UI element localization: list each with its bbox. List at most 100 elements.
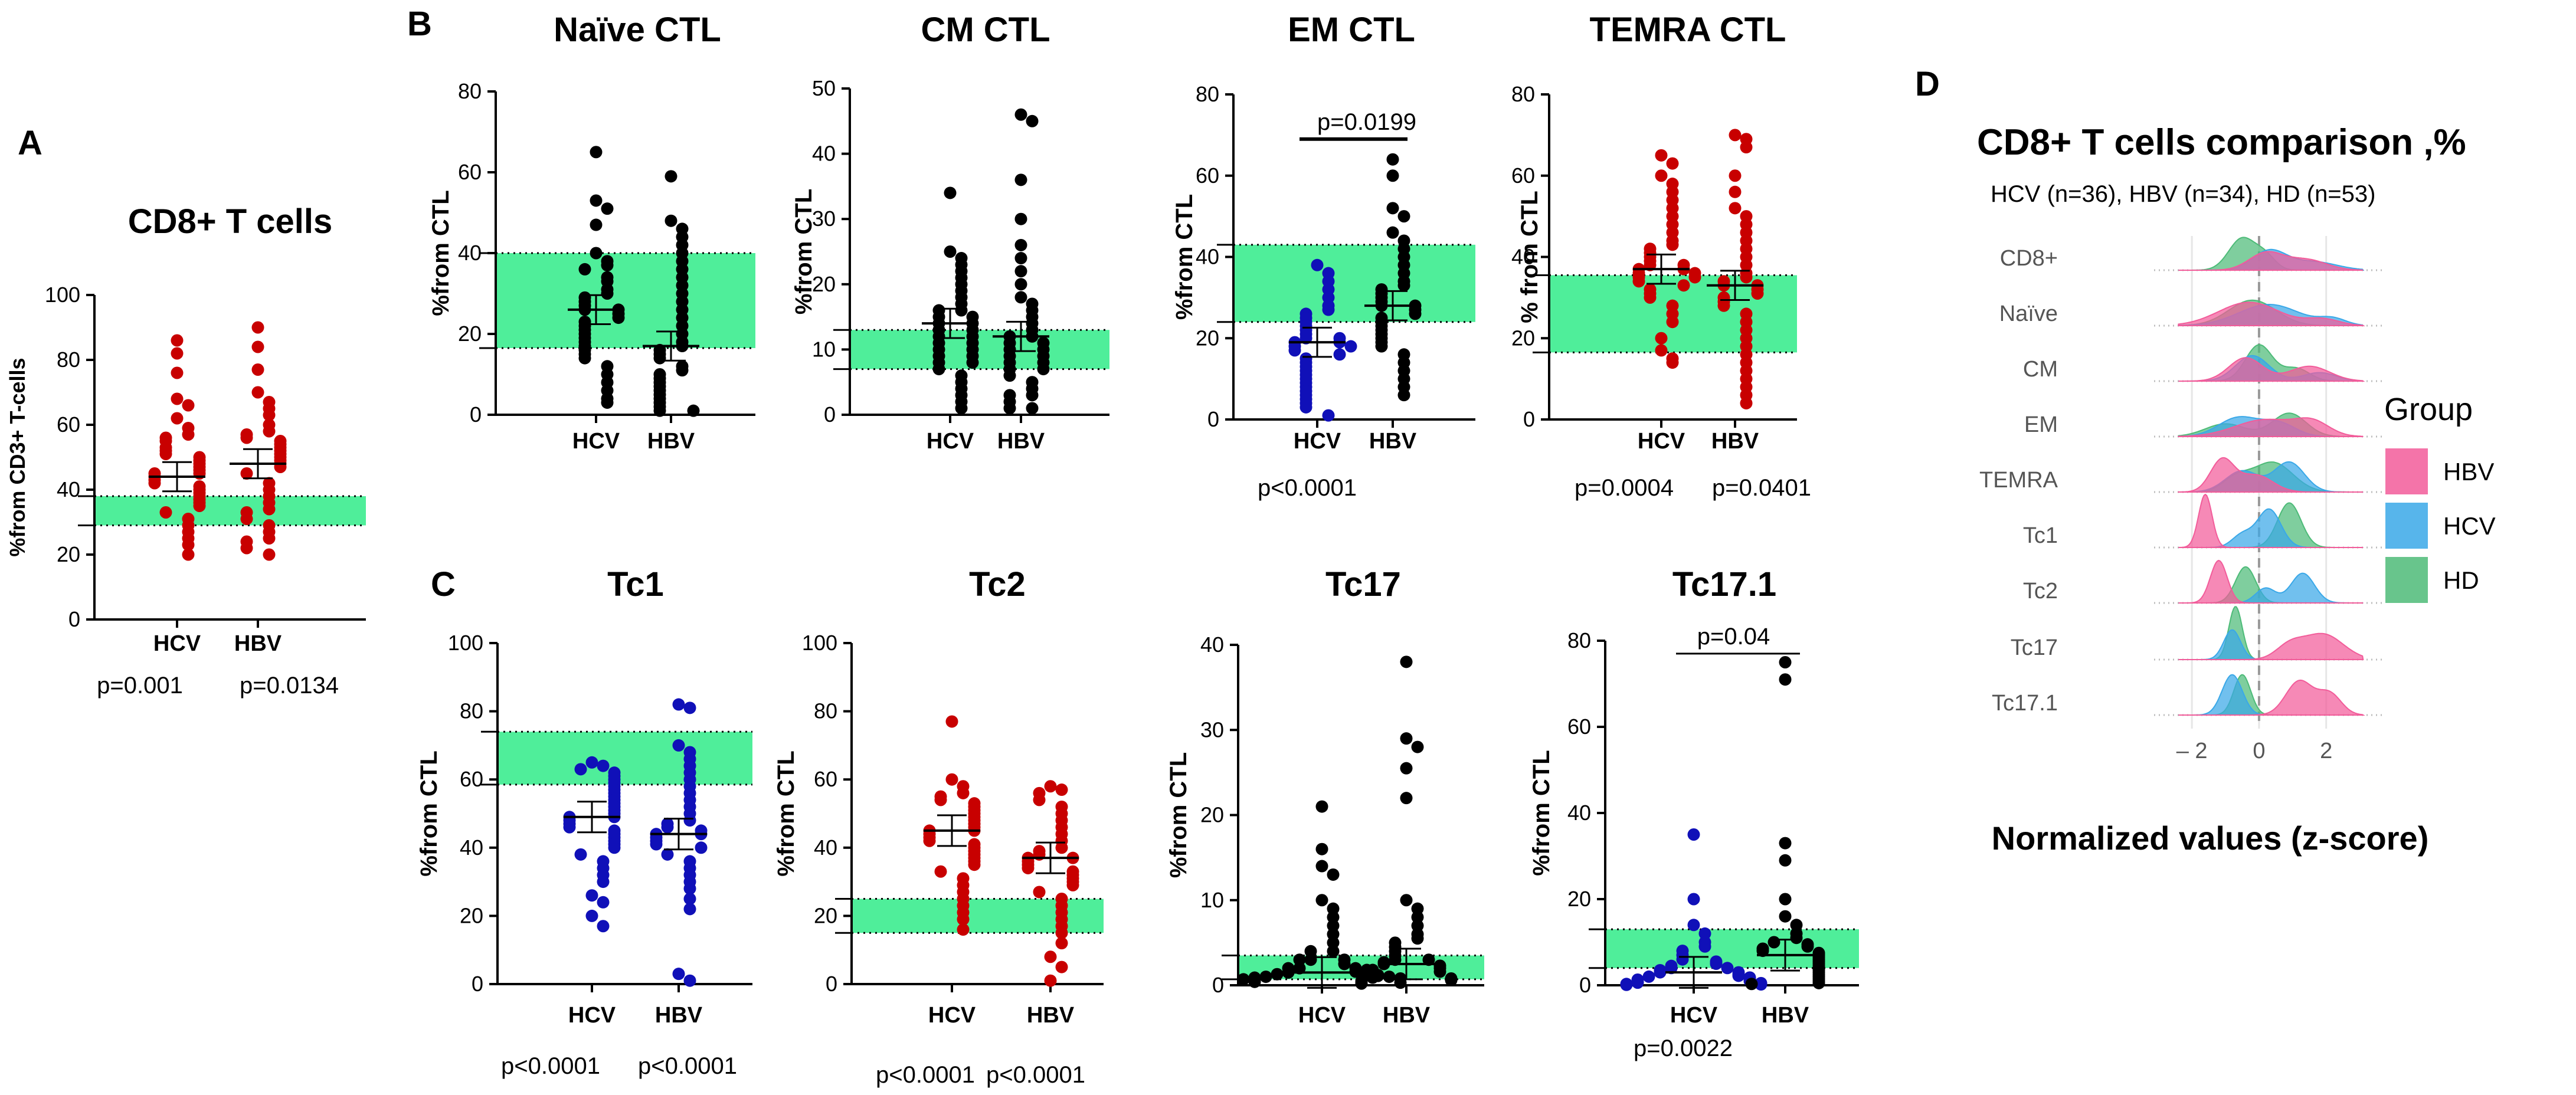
x-category-label: HCV xyxy=(928,1003,976,1028)
data-point-hcv xyxy=(578,352,591,365)
x-category-label: HBV xyxy=(1762,1003,1809,1028)
y-tick-label: 40 xyxy=(814,835,837,860)
chart-title: CD8+ T cells xyxy=(128,202,333,241)
data-point-hbv xyxy=(263,548,276,561)
chart-title: EM CTL xyxy=(1288,11,1415,49)
data-point-hbv xyxy=(683,814,696,827)
data-point-hbv xyxy=(1740,141,1753,154)
data-point-hbv xyxy=(1014,252,1027,265)
chart-c1: 0 20 40 60 80 100 Tc1 %from CTL HCV HBV p<0.0001 p<… xyxy=(416,565,752,1079)
data-point-hbv xyxy=(1397,279,1410,292)
data-point-hcv xyxy=(1304,945,1317,958)
data-point-hbv xyxy=(1014,173,1027,186)
data-point-hbv xyxy=(683,893,696,905)
data-point-hcv xyxy=(1620,978,1633,991)
data-point-hcv xyxy=(601,287,614,300)
y-tick-label: 100 xyxy=(45,283,80,307)
x-axis-label: Normalized values (z-score) xyxy=(1992,819,2429,857)
y-tick-label: 10 xyxy=(1200,888,1224,912)
data-point-hcv xyxy=(1665,962,1678,975)
data-point-hbv xyxy=(687,404,700,417)
data-point-hcv xyxy=(601,396,614,409)
data-point-hbv xyxy=(1411,902,1424,915)
data-point-hcv xyxy=(1688,271,1701,284)
y-tick-label: 30 xyxy=(812,206,836,231)
chart-b4: 0 20 40 60 80 TEMRA CTL % from CTL HCV HBV p=0.00… xyxy=(1511,11,1811,501)
y-tick-label: 80 xyxy=(460,699,483,723)
bracket-pvalue: p=0.04 xyxy=(1697,624,1770,650)
chart-a: 0 20 40 60 80 100 CD8+ T cells %from CD3+ T-cel… xyxy=(5,202,366,699)
data-point-hbv xyxy=(1740,271,1753,284)
x-tick-label: 0 xyxy=(2253,739,2265,763)
y-tick-label: 0 xyxy=(826,972,837,996)
y-tick-label: 40 xyxy=(1200,632,1224,657)
density-hbv xyxy=(2178,679,2365,716)
legend-swatch-hbv xyxy=(2385,448,2428,494)
row-label: Tc2 xyxy=(2023,579,2058,604)
data-point-hbv xyxy=(1366,971,1379,984)
y-tick-label: 20 xyxy=(1567,887,1591,911)
p-value: p<0.0001 xyxy=(638,1053,737,1079)
data-point-hcv xyxy=(597,920,610,933)
chart-subtitle: HCV (n=36), HBV (n=34), HD (n=53) xyxy=(1991,181,2375,207)
data-point-hbv xyxy=(1003,369,1016,382)
x-category-label: HCV xyxy=(1298,1003,1346,1028)
data-point-hbv xyxy=(263,503,276,516)
data-point-hbv xyxy=(1055,960,1068,973)
y-tick-label: 100 xyxy=(802,631,837,655)
data-point-hbv xyxy=(1400,792,1413,805)
legend-label: HD xyxy=(2443,566,2479,594)
chart-b3: 0 20 40 60 80 EM CTL %from CTL HCV HBV p=0.0199 p<… xyxy=(1171,11,1475,501)
data-point-hbv xyxy=(1801,940,1814,953)
chart-title: Tc2 xyxy=(969,565,1026,604)
reference-band xyxy=(850,330,1109,369)
data-point-hcv xyxy=(1344,340,1357,353)
density-hbv xyxy=(2178,632,2364,660)
data-point-hcv xyxy=(1655,332,1668,345)
x-tick-label: 2 xyxy=(2320,739,2332,763)
y-tick-label: 20 xyxy=(814,903,837,927)
y-axis-label: %from CD3+ T-cells xyxy=(5,358,30,556)
data-point-hcv xyxy=(1315,860,1328,873)
data-point-hcv xyxy=(945,773,958,786)
data-point-hbv xyxy=(1044,780,1057,793)
density-hbv xyxy=(2178,493,2364,548)
y-tick-label: 40 xyxy=(812,142,836,166)
data-point-hcv xyxy=(574,848,587,861)
data-point-hcv xyxy=(934,865,947,878)
data-point-hcv xyxy=(171,347,184,360)
data-point-hbv xyxy=(672,968,685,981)
y-tick-label: 20 xyxy=(458,322,482,346)
p-value: p=0.001 xyxy=(97,673,183,699)
x-category-label: HBV xyxy=(234,631,282,656)
data-point-hcv xyxy=(590,146,603,159)
data-point-hbv xyxy=(695,841,708,854)
reference-band xyxy=(497,732,752,785)
y-tick-label: 40 xyxy=(1567,801,1591,825)
y-tick-label: 0 xyxy=(470,402,482,427)
data-point-hcv xyxy=(1655,344,1668,357)
data-point-hbv xyxy=(1411,911,1424,924)
chart-c2: 0 20 40 60 80 100 Tc2 %from CTL HCV HBV p<0.0001 p<… xyxy=(773,565,1104,1088)
y-tick-label: 20 xyxy=(57,542,80,566)
data-point-hbv xyxy=(263,425,276,438)
data-point-hcv xyxy=(182,428,195,441)
data-point-hcv xyxy=(1687,919,1700,932)
data-point-hbv xyxy=(263,409,276,421)
data-point-hbv xyxy=(1033,886,1046,899)
data-point-hcv xyxy=(1677,279,1690,292)
data-point-hbv xyxy=(240,431,253,444)
p-value: p=0.0004 xyxy=(1575,475,1674,501)
data-point-hcv xyxy=(1666,238,1679,251)
data-point-hbv xyxy=(1729,202,1742,215)
data-point-hbv xyxy=(683,701,696,714)
data-point-hcv xyxy=(1315,894,1328,907)
data-point-hbv xyxy=(1779,854,1792,867)
data-point-hbv xyxy=(1409,307,1422,320)
data-point-hcv xyxy=(1698,927,1711,940)
data-point-hbv xyxy=(240,513,253,525)
chart-title: Tc17.1 xyxy=(1672,565,1776,604)
data-point-hcv xyxy=(601,202,614,215)
data-point-hcv xyxy=(955,304,968,317)
legend-swatch-hd xyxy=(2385,557,2428,603)
